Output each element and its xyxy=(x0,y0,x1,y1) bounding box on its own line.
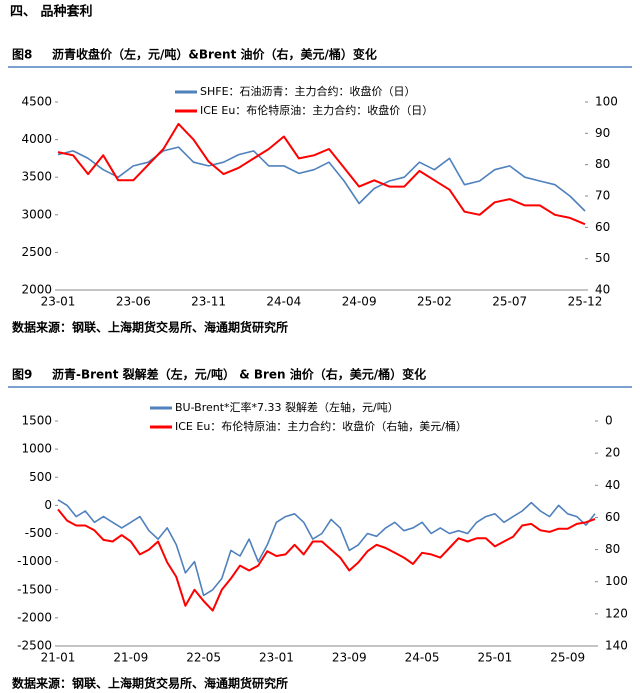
y-tick-label: 0 xyxy=(44,498,52,512)
legend-label: ICE Eu：布伦特原油：主力合约：收盘价（右轴，美元/桶） xyxy=(175,419,467,433)
y-tick-label: 500 xyxy=(29,470,52,484)
y2-tick-label: 140 xyxy=(605,639,628,653)
figure-title: 沥青收盘价（左，元/吨）&Brent 油价（右，美元/桶）变化 xyxy=(52,47,377,62)
y2-tick-label: 100 xyxy=(605,574,628,588)
figure-label: 图9 xyxy=(12,368,32,382)
x-tick-label: 24-09 xyxy=(342,295,377,309)
y2-tick-label: 20 xyxy=(605,446,620,460)
x-tick-label: 24-04 xyxy=(266,295,301,309)
series-line xyxy=(57,508,596,612)
y-tick-label: 3000 xyxy=(21,207,52,221)
y2-tick-label: 90 xyxy=(595,126,610,140)
y-tick-label: 4500 xyxy=(21,95,52,109)
series-line xyxy=(57,499,596,597)
x-tick-label: 23-09 xyxy=(332,651,367,665)
x-tick-label: 23-06 xyxy=(116,295,151,309)
y2-tick-label: 60 xyxy=(605,510,620,524)
y-tick-label: -1500 xyxy=(17,582,52,596)
x-tick-label: 21-01 xyxy=(41,651,76,665)
y-tick-label: 3500 xyxy=(21,170,52,184)
y2-tick-label: 60 xyxy=(595,220,610,234)
y-tick-label: 4000 xyxy=(21,132,52,146)
x-tick-label: 21-09 xyxy=(113,651,148,665)
y-tick-label: 2500 xyxy=(21,245,52,259)
y-tick-label: -2500 xyxy=(17,639,52,653)
y2-tick-label: 100 xyxy=(595,95,618,109)
x-tick-label: 23-01 xyxy=(41,295,76,309)
y2-tick-label: 40 xyxy=(595,283,610,297)
y2-tick-label: 80 xyxy=(595,157,610,171)
y-tick-label: 2000 xyxy=(21,283,52,297)
x-tick-label: 25-07 xyxy=(492,295,527,309)
series-line xyxy=(57,122,586,226)
y2-tick-label: 0 xyxy=(605,414,613,428)
section-heading: 四、 品种套利 xyxy=(10,4,93,20)
source-note: 数据来源：钢联、上海期货交易所、海通期货研究所 xyxy=(12,320,288,335)
source-note: 数据来源：钢联、上海期货交易所、海通期货研究所 xyxy=(12,676,288,691)
x-tick-label: 23-01 xyxy=(259,651,294,665)
x-tick-label: 25-09 xyxy=(550,651,585,665)
y2-tick-label: 40 xyxy=(605,478,620,492)
x-tick-label: 23-11 xyxy=(191,295,226,309)
legend-label: SHFE：石油沥青：主力合约：收盘价（日） xyxy=(200,84,416,98)
x-tick-label: 25-12 xyxy=(568,295,603,309)
y-tick-label: -500 xyxy=(25,526,52,540)
y-tick-label: 1500 xyxy=(21,414,52,428)
x-tick-label: 25-01 xyxy=(477,651,512,665)
x-tick-label: 22-05 xyxy=(186,651,221,665)
legend-label: ICE Eu：布伦特原油：主力合约：收盘价（日） xyxy=(200,103,433,117)
figure-title: 沥青-Brent 裂解差（左，元/吨） & Bren 油价（右，美元/桶）变化 xyxy=(52,367,426,382)
y2-tick-label: 120 xyxy=(605,606,628,620)
legend-label: BU-Brent*汇率*7.33 裂解差（左轴，元/吨） xyxy=(175,400,399,414)
y-tick-label: 1000 xyxy=(21,442,52,456)
series-line xyxy=(57,146,586,212)
y2-tick-label: 70 xyxy=(595,189,610,203)
y-tick-label: -1000 xyxy=(17,554,52,568)
figure-label: 图8 xyxy=(12,48,32,62)
x-tick-label: 25-02 xyxy=(417,295,452,309)
x-tick-label: 24-05 xyxy=(405,651,440,665)
y2-tick-label: 80 xyxy=(605,542,620,556)
y-tick-label: -2000 xyxy=(17,610,52,624)
y2-tick-label: 50 xyxy=(595,251,610,265)
